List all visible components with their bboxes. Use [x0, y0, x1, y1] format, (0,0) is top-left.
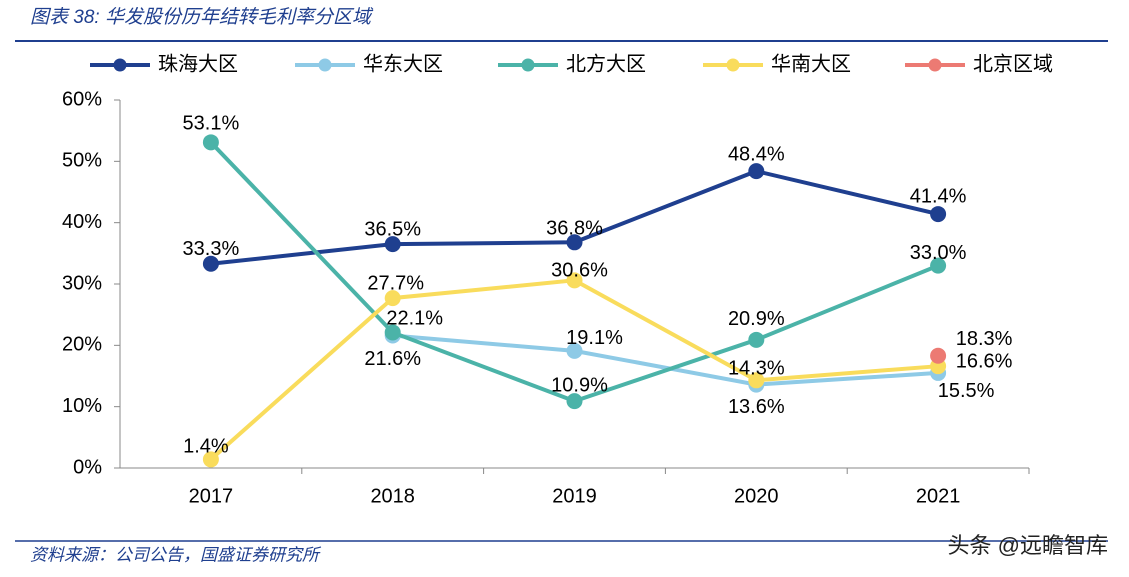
point [202, 134, 219, 151]
point [566, 234, 583, 251]
legend-label: 华南大区 [771, 52, 851, 75]
y-tick-label: 10% [62, 395, 102, 417]
y-tick-label: 20% [62, 334, 102, 356]
point [384, 290, 401, 307]
x-tick-label: 2020 [734, 485, 779, 507]
data-label: 41.4% [910, 185, 967, 207]
data-label: 48.4% [728, 143, 785, 165]
data-label: 19.1% [566, 327, 623, 349]
point [748, 163, 765, 180]
legend-label: 北方大区 [566, 52, 646, 75]
watermark: 头条 @远瞻智库 [948, 533, 1108, 558]
point [930, 257, 947, 274]
data-label: 1.4% [183, 436, 229, 458]
x-tick-label: 2019 [552, 485, 597, 507]
point [566, 393, 583, 410]
legend-marker [521, 58, 535, 72]
point [930, 206, 947, 223]
data-label: 30.6% [551, 260, 608, 282]
data-label: 15.5% [938, 380, 995, 402]
source: 资料来源：公司公告，国盛证券研究所 [30, 545, 322, 564]
legend-label: 珠海大区 [158, 52, 238, 75]
point [748, 372, 765, 389]
data-label: 22.1% [386, 308, 443, 330]
y-tick-label: 60% [62, 88, 102, 110]
y-tick-label: 50% [62, 150, 102, 172]
point [748, 331, 765, 348]
legend-marker [318, 58, 332, 72]
legend-marker [928, 58, 942, 72]
data-label: 36.8% [546, 218, 603, 240]
point [202, 255, 219, 272]
data-label: 33.3% [183, 238, 240, 260]
legend-label: 北京区域 [973, 52, 1053, 75]
series-line [392, 333, 939, 387]
data-label: 16.6% [956, 350, 1013, 372]
x-tick-label: 2017 [189, 485, 234, 507]
point [566, 272, 583, 289]
point [384, 324, 401, 341]
data-label: 18.3% [956, 328, 1013, 350]
point [384, 236, 401, 253]
point [930, 347, 947, 364]
point [566, 342, 583, 359]
data-label: 27.7% [367, 272, 424, 294]
data-label: 21.6% [364, 348, 421, 370]
data-label: 36.5% [364, 218, 421, 240]
series-line [209, 278, 939, 461]
x-tick-label: 2018 [370, 485, 415, 507]
data-label: 10.9% [551, 374, 608, 396]
y-tick-label: 0% [73, 456, 102, 478]
data-label: 13.6% [728, 396, 785, 418]
legend-marker [726, 58, 740, 72]
y-tick-label: 40% [62, 211, 102, 233]
legend-marker [113, 58, 127, 72]
legend-label: 华东大区 [363, 52, 443, 75]
chart-title: 图表 38: 华发股份历年结转毛利率分区域 [30, 6, 374, 28]
point [202, 451, 219, 468]
y-tick-label: 30% [62, 272, 102, 294]
data-label: 14.3% [728, 358, 785, 380]
data-label: 20.9% [728, 308, 785, 330]
data-label: 33.0% [910, 242, 967, 264]
data-label: 53.1% [183, 113, 240, 135]
x-tick-label: 2021 [916, 485, 961, 507]
